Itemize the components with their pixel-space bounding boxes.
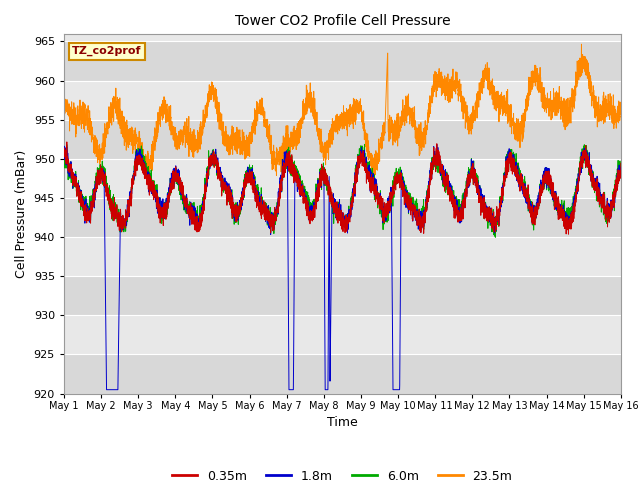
Bar [64,81,621,120]
Text: TZ_co2prof: TZ_co2prof [72,46,142,57]
Bar [64,159,621,198]
Bar [64,120,621,159]
Bar [64,315,621,354]
X-axis label: Time: Time [327,416,358,429]
Bar [64,276,621,315]
Legend: 0.35m, 1.8m, 6.0m, 23.5m: 0.35m, 1.8m, 6.0m, 23.5m [167,465,518,480]
Y-axis label: Cell Pressure (mBar): Cell Pressure (mBar) [15,149,28,278]
Bar [64,41,621,81]
Title: Tower CO2 Profile Cell Pressure: Tower CO2 Profile Cell Pressure [235,14,450,28]
Bar [64,198,621,237]
Bar [64,237,621,276]
Bar [64,354,621,394]
